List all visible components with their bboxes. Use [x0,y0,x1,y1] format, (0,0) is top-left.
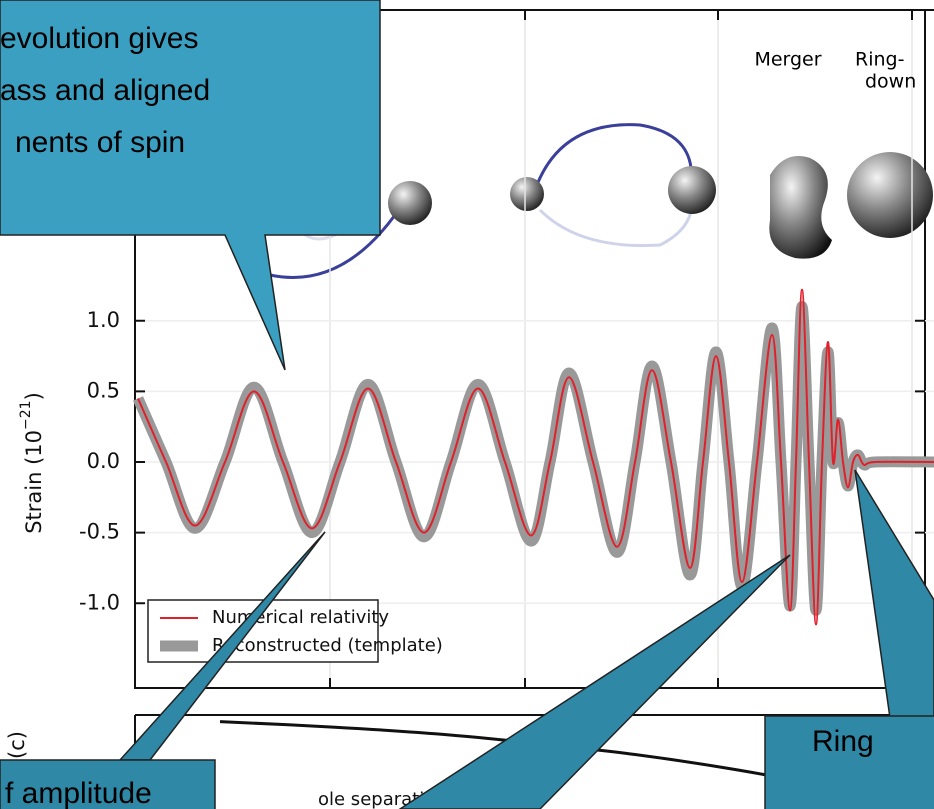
phase-label: down [865,71,916,93]
phase-label: Merger [754,49,821,71]
y-tick-label: -0.5 [79,520,120,544]
y-tick-label: 1.0 [87,308,120,332]
callout-text: ass and aligned [0,74,210,107]
y-axis-label-base: Strain (10 [22,430,46,534]
series-line [132,301,934,616]
panel-label: (c) [5,731,29,759]
legend-label: Numerical relativity [212,607,389,628]
callout-text: evolution gives [0,22,198,55]
y-tick-label: 0.0 [87,449,120,473]
series-line [137,288,934,626]
callout-text: Ring [812,725,874,758]
y-tick-label: 0.5 [87,378,120,402]
y-axis-label: Strain (10−21) [18,392,46,534]
legend: Numerical relativity Reconstructed (templ… [147,599,443,663]
callout-text: nents of spin [15,126,185,159]
y-axis-label-suffix: ) [22,392,46,400]
y-tick-label: -1.0 [79,590,120,614]
y-axis-label-exponent: −21 [18,400,34,430]
plot-frame [134,9,934,689]
legend-label: Reconstructed (template) [212,635,443,656]
phase-label: Ring- [855,49,904,71]
callout-text: f amplitude [5,777,152,809]
